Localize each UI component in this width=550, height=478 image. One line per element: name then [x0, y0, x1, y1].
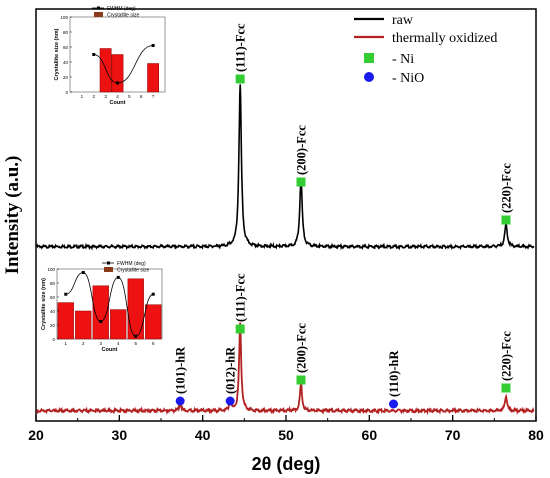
inset-legend-label-1: FWHM (deg)	[107, 6, 136, 12]
y-axis-label: Intensity (a.u.)	[2, 156, 23, 275]
inset-x-tick-label: 1	[81, 94, 84, 99]
peak-marker-oxidized-4	[296, 375, 306, 385]
legend-label-4: - NiO	[392, 71, 424, 86]
peak-label-oxidized-6: (220)-Fcc	[500, 331, 514, 381]
peak-marker-oxidized-3	[235, 324, 245, 334]
peak-marker-oxidized-2	[225, 396, 235, 406]
inset-bar-6	[145, 304, 162, 340]
inset-y-label: Crystallite size (nm)	[41, 278, 47, 330]
x-tick-label: 70	[445, 427, 461, 443]
peak-annotations: (111)-Fcc (200)-Fcc (220)-Fcc (101)-hR (012)…	[174, 23, 514, 409]
inset-legend-label-1: FWHM (deg)	[117, 261, 146, 267]
inset-legend-bar-swatch	[104, 267, 113, 272]
inset-y-tick-label: 80	[50, 281, 56, 286]
inset-x-tick-label: 5	[134, 341, 137, 346]
inset-x-tick-label: 2	[92, 94, 95, 99]
inset-y-tick-label: 40	[50, 309, 56, 314]
inset-x-label: Count	[110, 100, 126, 106]
series-line-oxidized	[35, 322, 535, 416]
inset-y-tick-label: 60	[63, 45, 69, 50]
series-line-raw	[36, 84, 535, 251]
legend-label-1: raw	[392, 13, 414, 28]
peak-marker-raw-3	[501, 215, 511, 225]
x-tick-label: 80	[528, 427, 544, 443]
inset-legend-bar-swatch	[94, 12, 103, 17]
x-tick-label: 60	[362, 427, 378, 443]
inset-bar-3	[147, 63, 160, 93]
inset-fwhm-point-5	[134, 334, 138, 338]
peak-label-oxidized-5: (110)-hR	[387, 350, 401, 398]
legend-label-3: - Ni	[392, 52, 414, 67]
legend: raw thermally oxidized - Ni - NiO	[354, 13, 497, 86]
inset-bar-2	[111, 54, 124, 93]
peak-marker-raw-1	[235, 74, 245, 84]
x-tick-label: 40	[195, 427, 211, 443]
inset-x-tick-label: 3	[104, 94, 107, 99]
inset-y-tick-label: 20	[63, 75, 69, 80]
inset-x-tick-label: 6	[140, 94, 143, 99]
peak-marker-oxidized-5	[389, 399, 398, 409]
inset-fwhm-point-6	[151, 292, 155, 296]
inset-y-tick-label: 100	[47, 267, 55, 272]
inset-x-tick-label: 7	[152, 94, 155, 99]
inset-x-label: Count	[102, 347, 118, 353]
inset-x-tick-label: 4	[116, 94, 119, 99]
inset-y-tick-label: 20	[50, 323, 56, 328]
peak-label-oxidized-3: (111)-Fcc	[234, 273, 248, 322]
inset-x-tick-label: 5	[128, 94, 131, 99]
inset-bar-5	[127, 278, 144, 340]
peak-marker-oxidized-6	[501, 383, 511, 393]
x-tick-label: 30	[112, 427, 128, 443]
x-axis: 20 30 40 50 60 70 80	[28, 415, 544, 443]
x-axis-label: 2θ (deg)	[252, 454, 321, 474]
inset-bar-2	[75, 310, 92, 340]
inset-y-tick-label: 0	[52, 337, 55, 342]
inset-fwhm-point-4	[116, 275, 120, 279]
peak-label-oxidized-1: (101)-hR	[174, 346, 188, 394]
inset-bar-1	[99, 48, 112, 93]
inset-y-tick-label: 40	[63, 60, 69, 65]
inset-bar-1	[57, 302, 74, 340]
inset-fwhm-point-3	[151, 44, 155, 47]
inset-x-tick-label: 3	[99, 341, 102, 346]
inset-legend-point	[107, 261, 110, 265]
inset-fwhm-point-2	[116, 81, 119, 85]
inset-y-tick-label: 100	[60, 15, 68, 20]
legend-label-2: thermally oxidized	[392, 31, 497, 46]
inset-oxidized: 0 20 40 60 80 100 1 2 3 4 5 6 Count Crystallite size …	[41, 261, 163, 353]
inset-x-tick-label: 1	[64, 341, 67, 346]
x-tick-label: 50	[278, 427, 294, 443]
inset-y-tick-label: 0	[65, 90, 68, 95]
peak-label-oxidized-2: (012)-hR	[224, 346, 238, 394]
inset-y-tick-label: 80	[63, 30, 69, 35]
inset-x-tick-label: 6	[152, 341, 155, 346]
inset-x-tick-label: 2	[82, 341, 85, 346]
inset-bar-3	[92, 285, 109, 340]
peak-label-raw-2: (200)-Fcc	[295, 125, 309, 175]
peak-label-raw-1: (111)-Fcc	[234, 23, 248, 72]
inset-y-label: Crystallite size (nm)	[54, 28, 60, 80]
inset-fwhm-point-3	[99, 320, 103, 323]
series-layer	[35, 84, 535, 416]
inset-fwhm-point-1	[64, 292, 68, 296]
inset-bar-4	[110, 309, 127, 340]
inset-y-tick-label: 60	[50, 295, 56, 300]
inset-x-tick-label: 4	[117, 341, 120, 346]
inset-legend-label-2: Crystallite size	[107, 13, 139, 19]
peak-label-raw-3: (220)-Fcc	[500, 163, 514, 213]
x-tick-label: 20	[28, 427, 44, 443]
peak-label-oxidized-4: (200)-Fcc	[295, 323, 309, 373]
peak-marker-raw-2	[296, 177, 306, 187]
inset-raw: 0 20 40 60 80 100 1 2 3 4 5 6 7 Count Crystallite size…	[54, 6, 166, 106]
legend-swatch-3	[364, 53, 374, 63]
inset-legend-point	[97, 6, 100, 10]
legend-swatch-4	[364, 72, 374, 82]
peak-marker-oxidized-1	[175, 396, 185, 406]
inset-fwhm-point-2	[81, 271, 85, 274]
inset-legend-label-2: Crystallite size	[117, 268, 149, 274]
inset-fwhm-point-1	[92, 53, 96, 56]
